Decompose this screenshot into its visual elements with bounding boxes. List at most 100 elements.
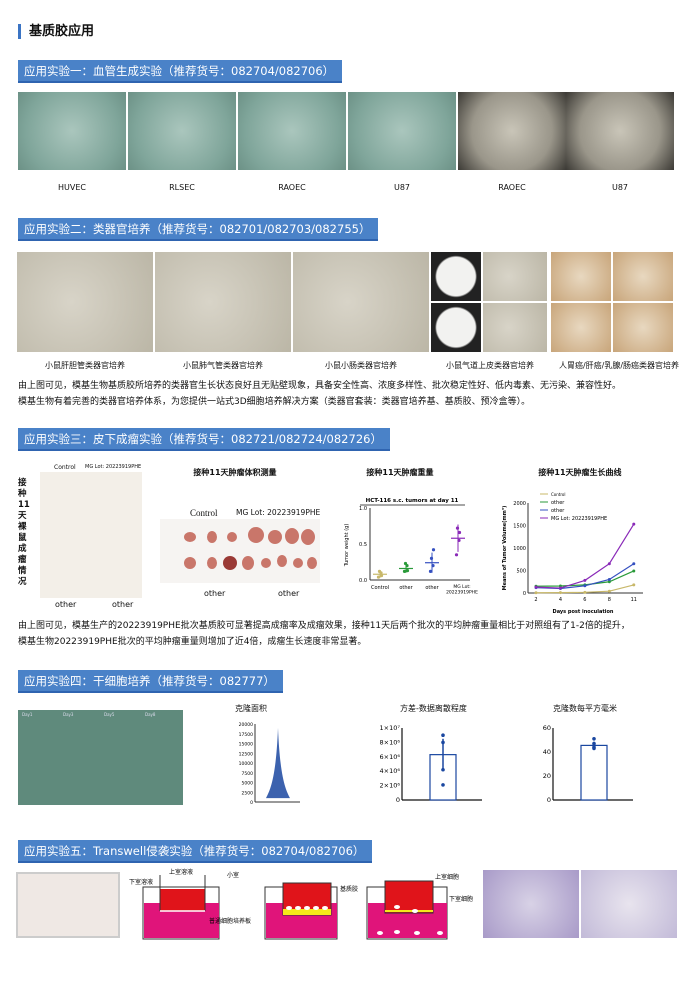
day-label: Day3 bbox=[63, 712, 74, 717]
data-point bbox=[607, 580, 611, 584]
chart-title: 接种11天肿瘤生长曲线 bbox=[538, 468, 622, 477]
data-point bbox=[457, 530, 462, 535]
chart-title: 克隆面积 bbox=[235, 704, 267, 713]
mice-label: MG Lot: 20223919PHE bbox=[85, 464, 142, 470]
chart-title: 方差-数据离散程度 bbox=[400, 704, 467, 713]
y-tick-label: 1500 bbox=[513, 524, 526, 530]
y-tick-label: 8×10⁶ bbox=[380, 738, 401, 746]
x-tick-label: 8 bbox=[608, 597, 611, 603]
x-tick-label: 6 bbox=[583, 597, 586, 603]
x-axis-label: Days post inoculation bbox=[553, 609, 614, 615]
label-upper-medium: 上室溶液 bbox=[169, 868, 193, 876]
tumor-growth-chart: 0 500 1000 1500 2000 2 4 6 8 11 Days post inoculat… bbox=[502, 492, 643, 615]
y-tick-label: 4×10⁶ bbox=[380, 767, 401, 775]
y-tick-label: 10000 bbox=[239, 761, 253, 767]
label-lower-medium: 下室溶液 bbox=[129, 878, 153, 886]
legend-label: Control bbox=[551, 492, 565, 497]
data-point bbox=[583, 590, 587, 594]
data-point bbox=[558, 586, 562, 590]
micrograph bbox=[566, 92, 674, 170]
micrograph bbox=[128, 92, 236, 170]
data-point bbox=[454, 553, 459, 557]
tumor-label: other bbox=[204, 589, 226, 598]
x-tick-label: 11 bbox=[631, 597, 637, 603]
data-point bbox=[632, 583, 636, 587]
violin-shape bbox=[266, 727, 290, 799]
tumor-weight-chart: HCT-116 s.c. tumors at day 11 0.0 0.5 1.0 Tu… bbox=[344, 498, 478, 596]
data-point bbox=[441, 733, 445, 737]
caption: 小鼠肺气管类器官培养 bbox=[183, 361, 263, 370]
mice-photo bbox=[40, 472, 142, 598]
y-tick-label: 2×10⁶ bbox=[380, 782, 401, 790]
caption: 小鼠肝胆管类器官培养 bbox=[45, 361, 125, 370]
data-point bbox=[583, 584, 587, 588]
y-tick-label: 1000 bbox=[513, 546, 526, 552]
caption: 小鼠小肠类器官培养 bbox=[325, 361, 397, 370]
data-point bbox=[592, 737, 596, 741]
organoid-image bbox=[613, 303, 673, 352]
data-point bbox=[405, 569, 410, 573]
section-header-transwell: 应用实验五：Transwell侵袭实验（推荐货号：082704/082706） bbox=[18, 840, 373, 863]
y-tick-label: 2500 bbox=[242, 790, 254, 796]
caption: RAOEC bbox=[278, 183, 306, 192]
organoid-image bbox=[483, 252, 547, 301]
data-point bbox=[403, 561, 408, 566]
y-tick-label: 0 bbox=[547, 796, 551, 804]
data-point bbox=[534, 591, 538, 595]
data-point bbox=[377, 569, 382, 573]
data-point bbox=[455, 526, 460, 530]
y-tick-label: 0 bbox=[250, 800, 253, 806]
data-point bbox=[632, 562, 636, 566]
stem-cell-image-grid: Day1 Day3 Day5 Day8 bbox=[18, 710, 183, 805]
y-axis-label: Tumor weight (g) bbox=[344, 524, 350, 568]
tumor-label: Control bbox=[190, 508, 218, 518]
chart-title: 接种11天肿瘤体积测量 bbox=[193, 468, 277, 477]
y-tick-label: 40 bbox=[543, 748, 551, 756]
data-point bbox=[379, 574, 384, 578]
y-tick-label: 6×10⁶ bbox=[380, 753, 401, 761]
y-tick-label: 0 bbox=[396, 796, 400, 804]
organoid-image bbox=[431, 303, 481, 352]
section-header-tumor: 应用实验三：皮下成瘤实验（推荐货号：082721/082724/082726） bbox=[18, 428, 390, 451]
invasion-diagram bbox=[16, 872, 120, 938]
paragraph: 由上图可见，模基生产的20223919PHE批次基质胶可显著提高成瘤率及成瘤效果… bbox=[18, 621, 630, 631]
data-point bbox=[431, 564, 435, 568]
y-tick-label: 5000 bbox=[242, 781, 254, 787]
y-tick-label: 0 bbox=[523, 591, 526, 597]
x-tick-label: Control bbox=[371, 585, 389, 591]
y-tick-label: 500 bbox=[516, 569, 526, 575]
paragraph: 由上图可见，模基生物基质胶所培养的类器官生长状态良好且无贴壁现象，具备安全性高、… bbox=[18, 381, 622, 391]
organoid-image bbox=[293, 252, 429, 352]
label-chamber: 小室 bbox=[227, 871, 239, 879]
organoid-image bbox=[155, 252, 291, 352]
label-lower-cells: 下室细胞 bbox=[449, 895, 473, 903]
data-point bbox=[402, 569, 407, 573]
label-matrigel: 基质胶 bbox=[340, 885, 358, 893]
y-tick-label: 7500 bbox=[242, 771, 254, 777]
data-point bbox=[376, 575, 381, 579]
caption: 人胃癌/肝癌/乳腺/肠癌类器官培养 bbox=[558, 361, 680, 370]
micrograph bbox=[458, 92, 566, 170]
caption: U87 bbox=[611, 183, 629, 192]
x-tick-label: other bbox=[425, 585, 439, 591]
invasion-stain-image bbox=[581, 870, 677, 938]
y-tick-label: 0.0 bbox=[359, 578, 367, 584]
legend-label: MG Lot: 20223919PHE bbox=[551, 516, 607, 522]
micrograph bbox=[238, 92, 346, 170]
data-point bbox=[431, 548, 436, 552]
variance-chart: 0 2×10⁶ 4×10⁶ 6×10⁶ 8×10⁶ 1×10⁷ bbox=[380, 724, 482, 804]
data-point bbox=[583, 578, 587, 582]
x-tick-label: MG Lot: 20223919PHE bbox=[446, 584, 478, 596]
organoid-image bbox=[483, 303, 547, 352]
data-point bbox=[441, 783, 445, 787]
paragraph: 模基生物有着完善的类器官培养体系，为您提供一站式3D细胞培养解决方案（类器官套装… bbox=[18, 397, 531, 407]
legend-label: other bbox=[551, 500, 565, 506]
paragraph: 模基生物20223919PHE批次的平均肿瘤重量则增加了近4倍，成瘤生长速度非常… bbox=[18, 637, 367, 647]
organoid-image bbox=[17, 252, 153, 352]
y-tick-label: 60 bbox=[543, 724, 551, 732]
bar bbox=[580, 744, 608, 801]
chart-title: HCT-116 s.c. tumors at day 11 bbox=[366, 498, 459, 504]
mice-label: other bbox=[55, 600, 77, 609]
y-tick-label: 20000 bbox=[239, 722, 253, 728]
tumor-label: MG Lot: 20223919PHE bbox=[236, 508, 321, 517]
